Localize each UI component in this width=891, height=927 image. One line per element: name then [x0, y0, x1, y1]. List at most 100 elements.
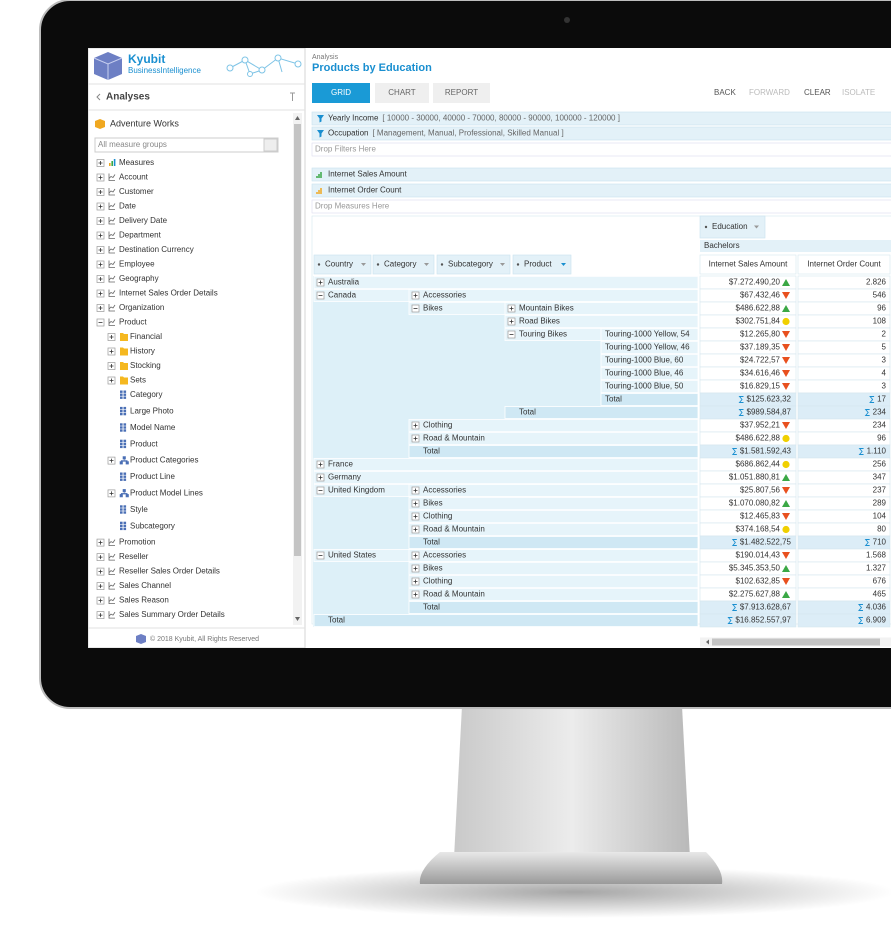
tab-label[interactable]: REPORT: [445, 88, 478, 97]
tree-item[interactable]: Reseller Sales Order Details: [119, 567, 220, 576]
tree-item[interactable]: Date: [119, 202, 136, 211]
tree-item[interactable]: Geography: [119, 274, 159, 283]
tab[interactable]: [375, 83, 429, 103]
dropdown-caret[interactable]: [424, 263, 429, 266]
count-value: 289: [873, 499, 887, 508]
sales-value: $2.275.627,88: [729, 590, 781, 599]
kpi-down: [782, 331, 790, 338]
tree-item[interactable]: Large Photo: [130, 407, 174, 416]
search-placeholder: All measure groups: [98, 140, 167, 149]
tree-item[interactable]: History: [130, 347, 155, 356]
tree-item[interactable]: Stocking: [130, 361, 161, 370]
search-box[interactable]: [94, 137, 279, 153]
h-scroll-arrow[interactable]: [706, 639, 709, 645]
kpi-up: [782, 474, 790, 481]
sum-icon: [858, 617, 863, 624]
column-dim[interactable]: [699, 215, 766, 239]
sales-value: $24.722,57: [740, 356, 781, 365]
tree-item[interactable]: Internet Sales Order Details: [119, 289, 218, 298]
drop-measures: Drop Measures Here: [315, 202, 390, 211]
tree-item[interactable]: Organization: [119, 303, 164, 312]
main: GRID CHART REPORT BACK FORWARD CLEAR ISOLATE Ye…: [311, 83, 891, 647]
tree-item[interactable]: Account: [119, 173, 149, 182]
pin-icon[interactable]: [290, 92, 295, 101]
tree-item[interactable]: Sales Summary Order Details: [119, 610, 225, 619]
tree-item[interactable]: Department: [119, 231, 162, 240]
tree-item[interactable]: Employee: [119, 260, 155, 269]
dropdown-caret[interactable]: [754, 225, 759, 229]
dropdown-caret[interactable]: [561, 263, 566, 266]
sidebar-title: Analyses: [106, 92, 150, 103]
tree-item[interactable]: Product: [119, 318, 147, 327]
row-dim[interactable]: [436, 254, 511, 275]
tree-item[interactable]: Delivery Date: [119, 216, 168, 225]
tree-item[interactable]: Model Name: [130, 423, 176, 432]
dropdown-caret[interactable]: [361, 263, 366, 266]
icon-dimension: [108, 217, 116, 225]
toolbar-button[interactable]: FORWARD: [749, 88, 790, 97]
search-button[interactable]: [263, 138, 278, 152]
row-header-cell: [600, 380, 699, 393]
row-dim-label: Country: [325, 260, 353, 269]
row-header-cell: [504, 315, 699, 328]
tab[interactable]: [312, 83, 370, 103]
h-scroll-thumb[interactable]: [712, 638, 880, 646]
icon-attribute: [120, 505, 123, 508]
tree-item[interactable]: Category: [130, 390, 162, 399]
icon-attribute: [123, 439, 127, 443]
row-dim[interactable]: [313, 254, 372, 275]
tree-item[interactable]: Sales Reason: [119, 596, 169, 605]
row-dim[interactable]: [512, 254, 572, 275]
icon-dimension: [108, 304, 116, 312]
row-dim-label: Subcategory: [448, 260, 493, 269]
tree-item[interactable]: Reseller: [119, 552, 149, 561]
sales-value: $7.913.628,67: [740, 603, 792, 612]
value-cell: [797, 379, 891, 394]
tree-item[interactable]: Product: [130, 439, 158, 448]
filter-value: [ Management, Manual, Professional, Skil…: [372, 129, 563, 138]
icon-dimension: [108, 173, 116, 181]
row-header: Accessories: [423, 551, 466, 560]
kpi-down: [782, 552, 790, 559]
icon-folder: [120, 333, 128, 341]
tree-item[interactable]: Product Line: [130, 472, 175, 481]
tree-item[interactable]: Sets: [130, 376, 146, 385]
bullet: [440, 263, 444, 266]
tree-item[interactable]: Subcategory: [130, 521, 175, 530]
toolbar-button[interactable]: ISOLATE: [842, 88, 875, 97]
tree-item[interactable]: Financial: [130, 332, 162, 341]
tree-item[interactable]: Sales Channel: [119, 581, 171, 590]
sales-value: $190.014,43: [736, 551, 781, 560]
tab[interactable]: [433, 83, 490, 103]
tree-item[interactable]: Product Model Lines: [130, 489, 203, 498]
icon-attribute: [120, 390, 123, 393]
tree-item[interactable]: Customer: [119, 187, 154, 196]
tree-item[interactable]: Measures: [119, 158, 154, 167]
row-dim[interactable]: [372, 254, 435, 275]
icon-attribute: [120, 429, 123, 432]
toolbar-button[interactable]: BACK: [714, 88, 736, 97]
dropdown-caret[interactable]: [500, 263, 505, 266]
collapse-icon[interactable]: [96, 93, 101, 101]
tab-label[interactable]: GRID: [331, 88, 351, 97]
sales-value: $7.272.490,20: [729, 278, 781, 287]
tab-label[interactable]: CHART: [388, 88, 416, 97]
icon-attribute: [120, 426, 123, 429]
toolbar-button[interactable]: CLEAR: [804, 88, 831, 97]
row-header: Touring-1000 Yellow, 46: [605, 343, 690, 352]
row-header-cell: [313, 471, 699, 484]
stand-base: [419, 852, 723, 884]
tree-item[interactable]: Promotion: [119, 538, 155, 547]
expander-sign: [413, 293, 418, 298]
sales-value: $302.751,84: [736, 317, 781, 326]
row-header-cell: [408, 445, 699, 458]
tree-item[interactable]: Destination Currency: [119, 245, 194, 254]
tree-item[interactable]: Style: [130, 505, 148, 514]
scroll-thumb[interactable]: [294, 124, 301, 556]
icon-attribute: [120, 472, 123, 475]
filter-icon: [317, 115, 324, 123]
icon-dimension: [108, 318, 116, 326]
tree-item[interactable]: Product Categories: [130, 456, 198, 465]
page-title: Products by Education: [312, 62, 432, 74]
